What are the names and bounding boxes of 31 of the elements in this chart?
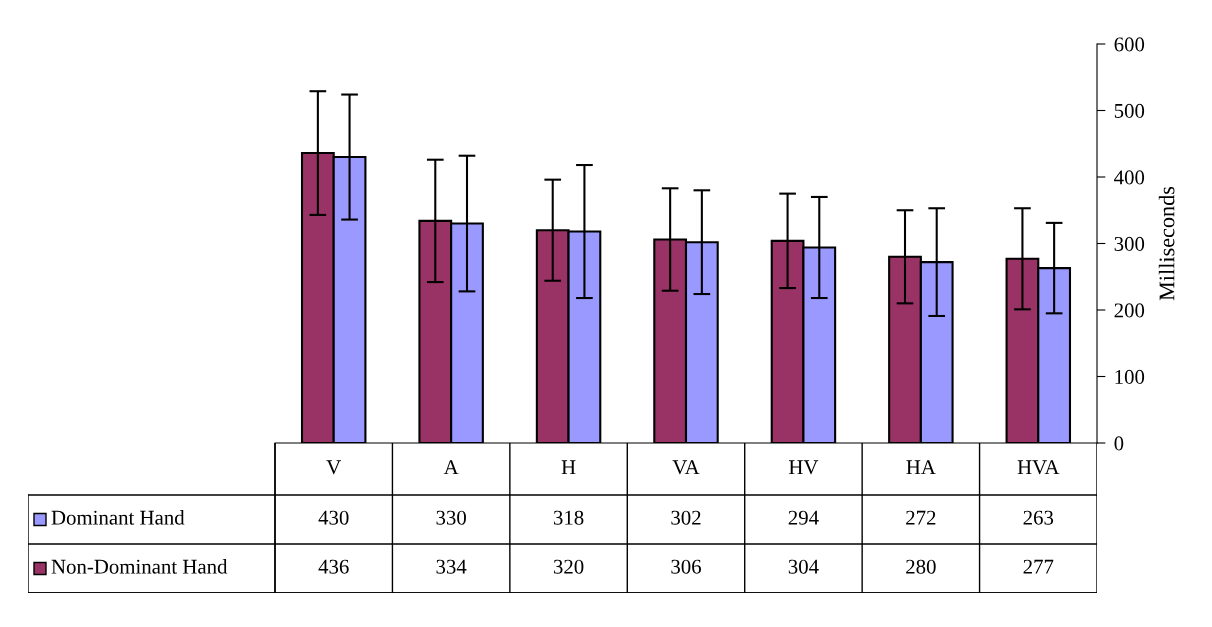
- data-label: 302: [671, 510, 701, 525]
- y-tick-label: 200: [1114, 303, 1145, 318]
- x-tick-label: A: [443, 460, 459, 475]
- data-label: 277: [1023, 559, 1054, 574]
- legend-label: Non-Dominant Hand: [51, 559, 228, 574]
- data-label: 294: [788, 510, 819, 525]
- y-tick-label: 600: [1114, 37, 1145, 52]
- x-tick-label: HV: [788, 460, 819, 475]
- x-tick-label: HVA: [1017, 460, 1060, 475]
- data-label: 334: [436, 559, 467, 574]
- data-label: 436: [318, 559, 349, 574]
- data-label: 318: [553, 510, 584, 525]
- legend-label: Dominant Hand: [51, 510, 185, 525]
- data-label: 280: [906, 559, 936, 574]
- data-label: 306: [671, 559, 701, 574]
- data-label: 263: [1023, 510, 1054, 525]
- x-tick-label: V: [326, 460, 341, 475]
- data-label: 320: [553, 559, 584, 574]
- y-tick-label: 300: [1114, 236, 1145, 251]
- data-label: 430: [318, 510, 349, 525]
- x-tick-label: H: [561, 460, 576, 475]
- y-tick-label: 400: [1114, 170, 1145, 185]
- y-tick-label: 500: [1114, 103, 1145, 118]
- x-tick-label: VA: [672, 460, 700, 475]
- data-label: 330: [436, 510, 466, 525]
- y-tick-label: 100: [1115, 369, 1145, 384]
- data-label: 272: [906, 510, 936, 525]
- y-tick-label: 0: [1114, 436, 1124, 451]
- x-tick-label: HA: [906, 460, 936, 475]
- data-label: 304: [788, 559, 819, 574]
- y-axis-title: Milliseconds: [1158, 186, 1175, 301]
